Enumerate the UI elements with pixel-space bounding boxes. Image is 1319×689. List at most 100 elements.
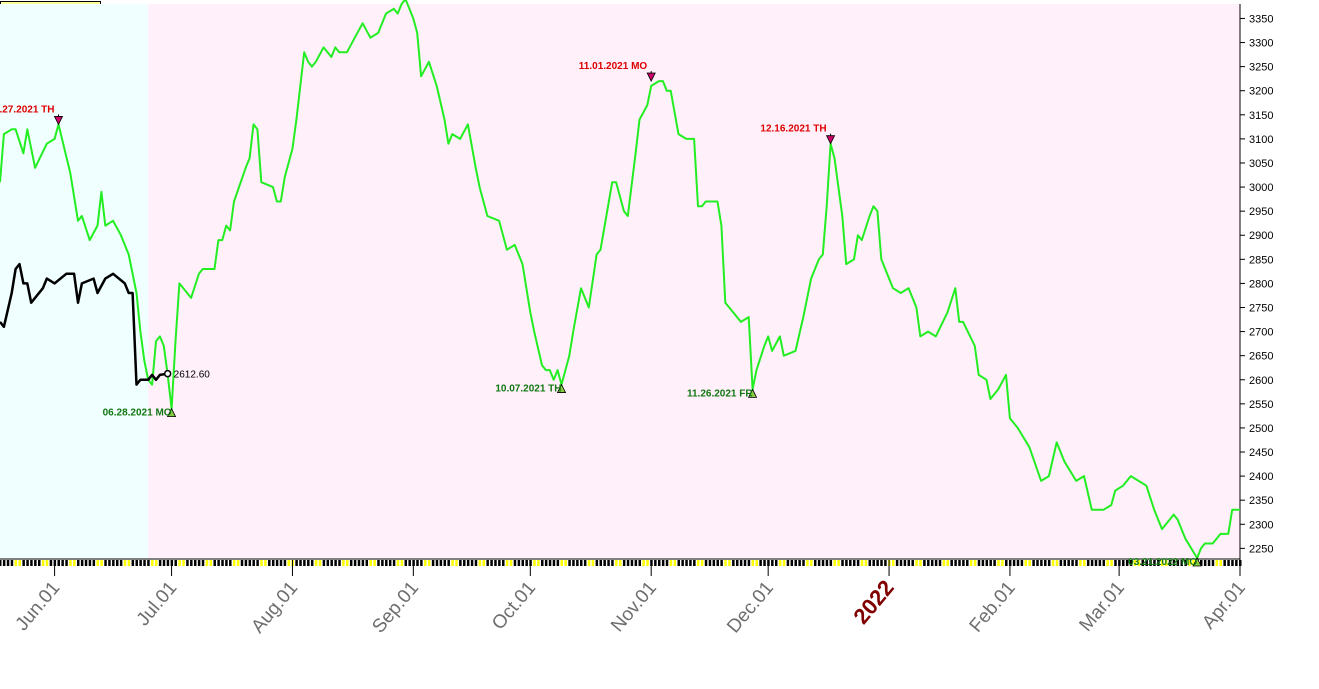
day-tick bbox=[669, 560, 673, 566]
day-tick bbox=[1215, 560, 1219, 566]
day-tick bbox=[732, 560, 735, 566]
day-tick bbox=[229, 560, 232, 566]
x-tick-label: Dec.01 bbox=[723, 578, 778, 638]
peak-marker bbox=[53, 116, 64, 126]
day-tick bbox=[615, 560, 618, 566]
day-tick bbox=[626, 560, 630, 566]
day-tick bbox=[1114, 560, 1117, 566]
day-tick bbox=[891, 560, 895, 566]
day-tick bbox=[369, 560, 372, 566]
day-tick bbox=[548, 560, 552, 566]
day-tick bbox=[802, 560, 805, 566]
day-tick bbox=[533, 560, 536, 566]
day-tick bbox=[708, 560, 712, 566]
day-tick bbox=[1141, 560, 1145, 566]
day-tick bbox=[1079, 560, 1082, 566]
day-tick bbox=[728, 560, 731, 566]
x-tick-label: Feb.01 bbox=[966, 578, 1020, 637]
day-tick bbox=[80, 560, 84, 566]
day-tick bbox=[681, 560, 684, 566]
day-tick bbox=[193, 560, 197, 566]
day-tick bbox=[685, 560, 688, 566]
day-tick bbox=[34, 560, 37, 566]
day-tick bbox=[1110, 560, 1113, 566]
day-tick bbox=[583, 560, 587, 566]
day-tick bbox=[552, 560, 556, 566]
day-tick bbox=[739, 560, 743, 566]
day-tick bbox=[2, 560, 6, 566]
day-tick bbox=[1067, 560, 1070, 566]
y-tick-label: 3300 bbox=[1249, 38, 1273, 50]
y-tick-label: 2500 bbox=[1249, 423, 1273, 435]
day-tick bbox=[1188, 560, 1191, 566]
day-tick bbox=[318, 560, 322, 566]
day-tick bbox=[268, 560, 271, 566]
day-tick bbox=[919, 560, 922, 566]
day-tick bbox=[197, 560, 201, 566]
day-tick bbox=[30, 560, 33, 566]
x-tick-label: Sep.01 bbox=[368, 578, 423, 638]
day-tick bbox=[217, 560, 220, 566]
day-tick bbox=[813, 560, 817, 566]
day-tick bbox=[213, 560, 216, 566]
day-tick bbox=[712, 560, 716, 566]
day-tick bbox=[26, 560, 29, 566]
day-tick bbox=[537, 560, 540, 566]
day-tick bbox=[852, 560, 856, 566]
day-tick bbox=[174, 560, 177, 566]
y-tick-label: 2400 bbox=[1249, 471, 1273, 483]
day-tick bbox=[459, 560, 462, 566]
day-tick bbox=[6, 560, 10, 566]
day-tick bbox=[899, 560, 903, 566]
day-tick bbox=[505, 560, 509, 566]
day-tick bbox=[541, 560, 544, 566]
day-tick bbox=[326, 560, 330, 566]
day-tick bbox=[1098, 560, 1102, 566]
day-tick bbox=[295, 560, 298, 566]
day-tick bbox=[162, 560, 166, 566]
trough-marker bbox=[747, 388, 758, 398]
trough-marker bbox=[166, 407, 177, 418]
day-tick bbox=[330, 560, 333, 566]
day-tick bbox=[825, 560, 829, 566]
day-tick bbox=[603, 560, 606, 566]
day-tick bbox=[704, 560, 708, 566]
day-tick bbox=[264, 560, 267, 566]
day-tick bbox=[938, 560, 942, 566]
day-tick bbox=[88, 560, 92, 566]
x-tick-label: 2022 bbox=[848, 575, 899, 629]
day-tick bbox=[895, 560, 899, 566]
day-tick bbox=[1207, 560, 1211, 566]
day-tick bbox=[248, 560, 252, 566]
trough-marker bbox=[556, 383, 567, 393]
day-tick bbox=[69, 560, 72, 566]
day-tick bbox=[973, 560, 977, 566]
day-tick bbox=[673, 560, 677, 566]
day-tick bbox=[221, 560, 224, 566]
day-tick bbox=[864, 560, 868, 566]
day-tick bbox=[49, 560, 53, 566]
day-tick bbox=[946, 560, 950, 566]
day-tick bbox=[576, 560, 579, 566]
y-tick-label: 2450 bbox=[1249, 447, 1273, 459]
day-tick bbox=[747, 560, 751, 566]
day-tick bbox=[1157, 560, 1160, 566]
day-tick bbox=[1094, 560, 1098, 566]
day-tick bbox=[96, 560, 99, 566]
day-tick bbox=[1071, 560, 1074, 566]
day-tick bbox=[607, 560, 610, 566]
day-tick bbox=[1200, 560, 1203, 566]
day-tick bbox=[279, 560, 283, 566]
day-tick bbox=[1227, 560, 1230, 566]
day-tick bbox=[927, 560, 930, 566]
day-tick bbox=[1231, 560, 1234, 566]
day-tick bbox=[502, 560, 505, 566]
day-tick bbox=[622, 560, 626, 566]
day-tick bbox=[513, 560, 517, 566]
day-tick bbox=[240, 560, 244, 566]
day-tick bbox=[1106, 560, 1109, 566]
day-tick bbox=[334, 560, 337, 566]
day-tick bbox=[299, 560, 302, 566]
y-tick-label: 3200 bbox=[1249, 86, 1273, 98]
